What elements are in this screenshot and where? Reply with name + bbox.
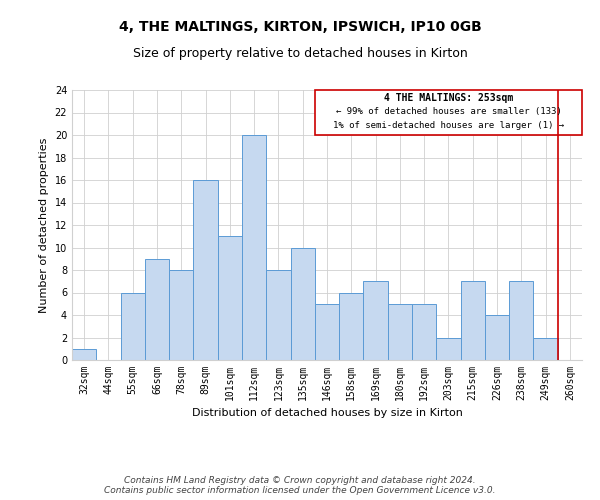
Bar <box>315 304 339 360</box>
FancyBboxPatch shape <box>315 90 582 135</box>
Bar <box>169 270 193 360</box>
Bar <box>290 248 315 360</box>
Text: 4 THE MALTINGS: 253sqm: 4 THE MALTINGS: 253sqm <box>384 93 513 103</box>
Bar <box>436 338 461 360</box>
Y-axis label: Number of detached properties: Number of detached properties <box>39 138 49 312</box>
Bar <box>533 338 558 360</box>
Bar <box>218 236 242 360</box>
Bar <box>72 349 96 360</box>
Bar <box>461 281 485 360</box>
Bar <box>509 281 533 360</box>
Bar <box>266 270 290 360</box>
Bar <box>242 135 266 360</box>
Bar <box>193 180 218 360</box>
Bar <box>412 304 436 360</box>
Bar <box>145 259 169 360</box>
Bar <box>388 304 412 360</box>
Bar <box>121 292 145 360</box>
Text: Contains HM Land Registry data © Crown copyright and database right 2024.
Contai: Contains HM Land Registry data © Crown c… <box>104 476 496 495</box>
Text: 1% of semi-detached houses are larger (1) →: 1% of semi-detached houses are larger (1… <box>333 122 564 130</box>
Text: Size of property relative to detached houses in Kirton: Size of property relative to detached ho… <box>133 48 467 60</box>
Text: 4, THE MALTINGS, KIRTON, IPSWICH, IP10 0GB: 4, THE MALTINGS, KIRTON, IPSWICH, IP10 0… <box>119 20 481 34</box>
Text: ← 99% of detached houses are smaller (133): ← 99% of detached houses are smaller (13… <box>335 107 562 116</box>
X-axis label: Distribution of detached houses by size in Kirton: Distribution of detached houses by size … <box>191 408 463 418</box>
Bar <box>364 281 388 360</box>
Bar <box>485 315 509 360</box>
Bar <box>339 292 364 360</box>
